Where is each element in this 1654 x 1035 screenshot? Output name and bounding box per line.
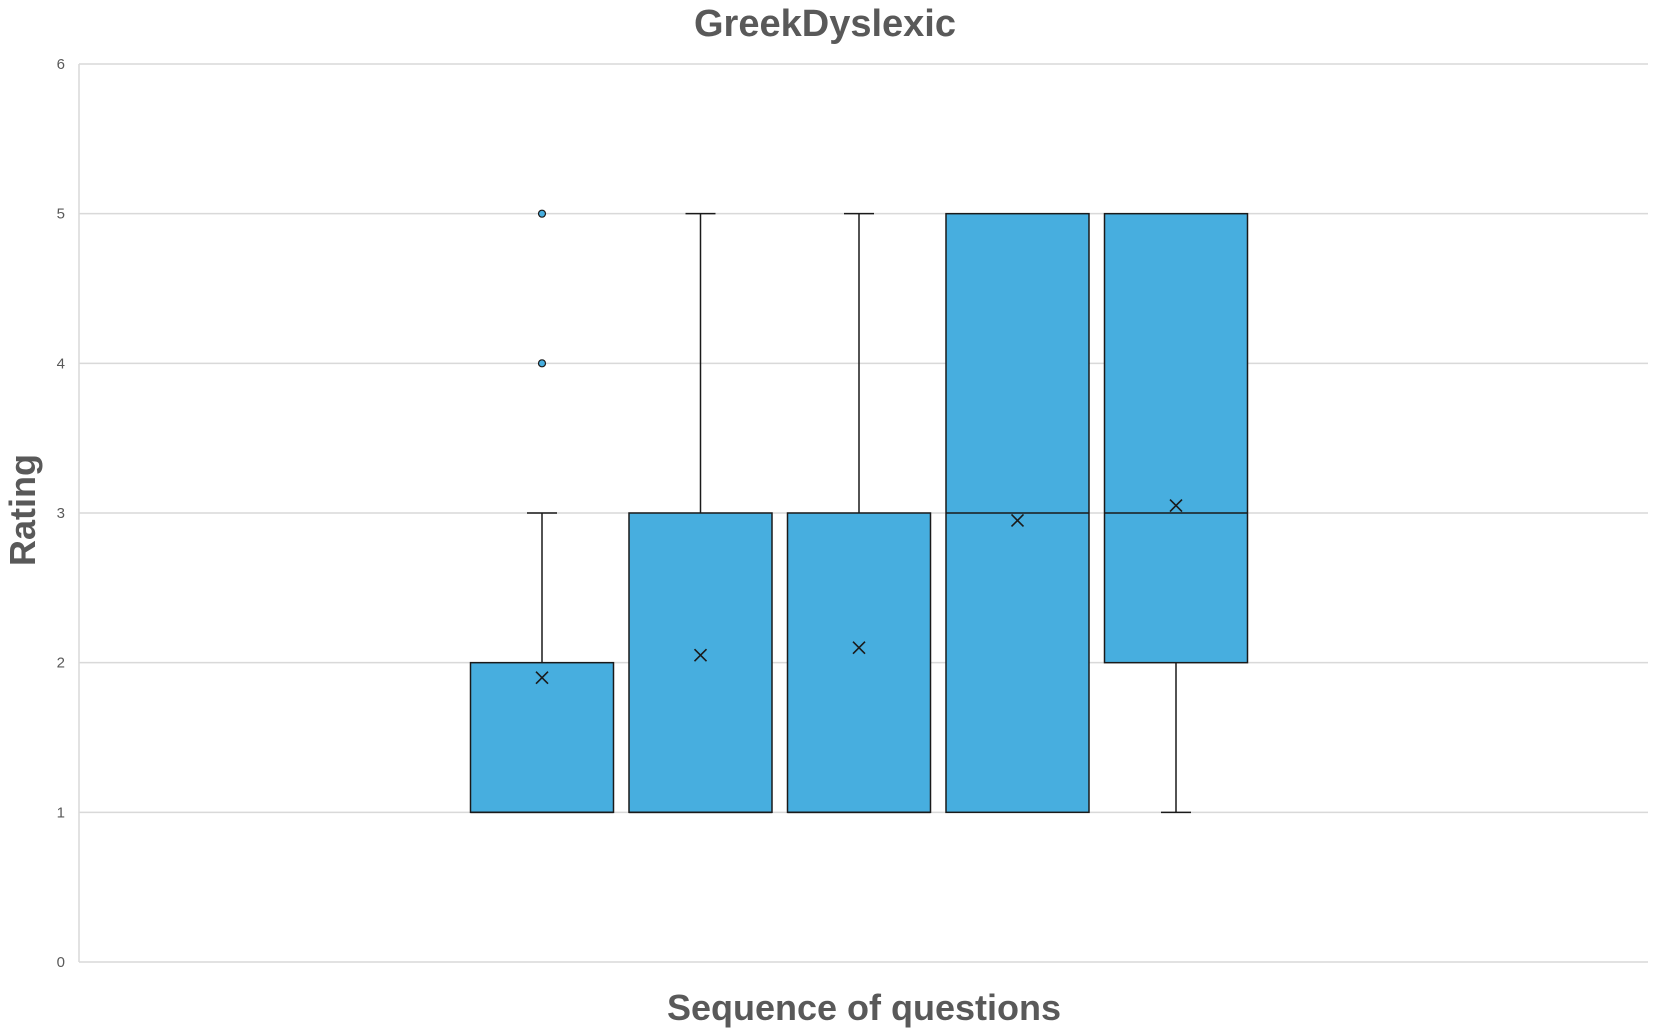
y-tick-label: 4 xyxy=(57,355,65,372)
box-3 xyxy=(786,212,932,814)
boxes xyxy=(469,209,1249,814)
box-4 xyxy=(945,212,1090,814)
y-tick-labels: 0 1 2 3 4 5 6 xyxy=(57,56,65,971)
mean-marker-stroke xyxy=(1169,498,1183,513)
box-body xyxy=(628,512,773,814)
mean-marker-stroke xyxy=(1010,513,1025,528)
box-body xyxy=(1103,212,1249,664)
y-tick-label: 0 xyxy=(57,954,65,971)
outlier-point xyxy=(537,359,547,368)
y-tick-label: 3 xyxy=(57,505,65,522)
x-axis-title: Sequence of questions xyxy=(667,987,1061,1028)
box-5 xyxy=(1103,212,1249,814)
outlier-point xyxy=(537,209,547,218)
box-1 xyxy=(469,209,615,814)
mean-marker xyxy=(1010,513,1025,528)
y-tick-label: 5 xyxy=(57,206,65,223)
y-axis-title: Rating xyxy=(2,454,43,566)
mean-marker xyxy=(1169,498,1183,513)
y-tick-label: 2 xyxy=(57,655,65,672)
box-body xyxy=(786,512,932,814)
mean-marker-stroke xyxy=(852,641,866,655)
mean-marker-stroke xyxy=(535,671,549,685)
mean-marker xyxy=(535,671,549,685)
mean-marker xyxy=(852,641,866,655)
y-tick-label: 6 xyxy=(57,56,65,73)
box-body xyxy=(469,661,615,814)
mean-marker-stroke xyxy=(693,648,708,662)
chart-title: GreekDyslexic xyxy=(694,3,956,45)
mean-marker xyxy=(693,648,708,662)
box-2 xyxy=(628,212,773,814)
y-tick-label: 1 xyxy=(57,804,65,821)
